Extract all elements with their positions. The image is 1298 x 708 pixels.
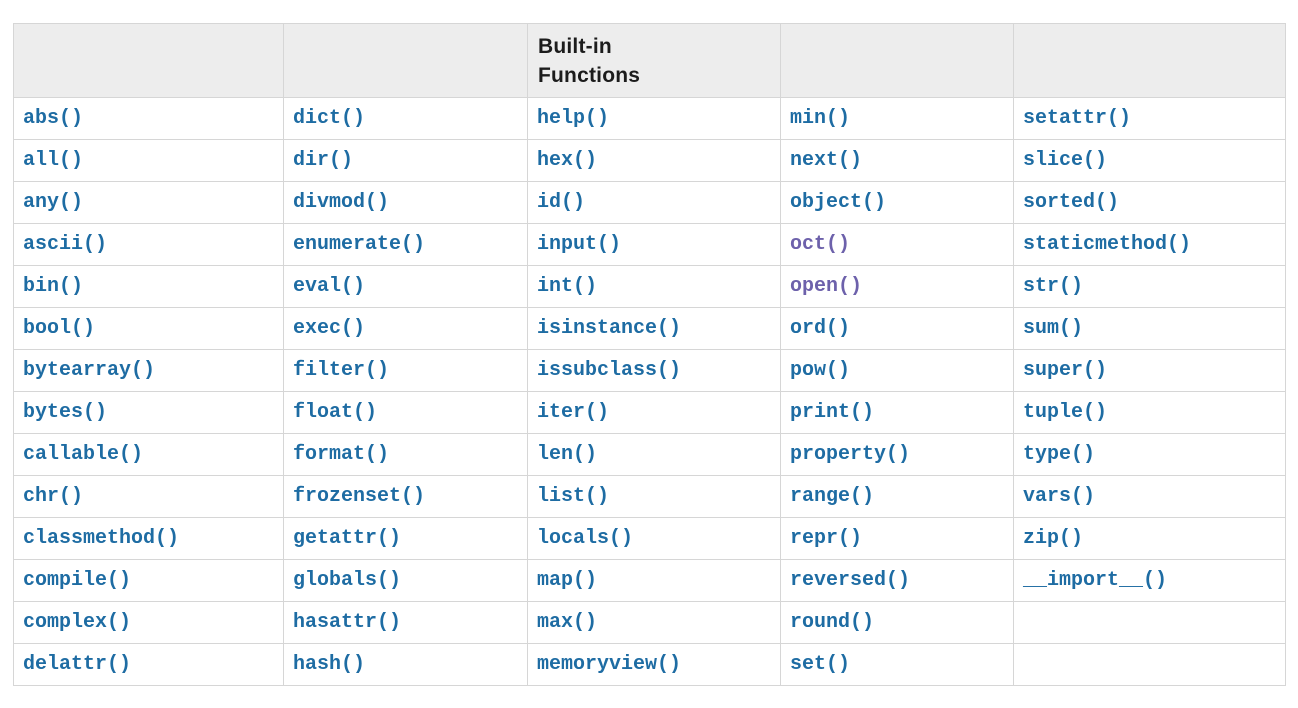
empty-cell [1013,601,1286,644]
table-row: any() divmod() id() object() sorted() [13,181,1286,224]
function-link[interactable]: callable() [23,443,144,466]
builtin-functions-table: Built-in Functions abs() dict() help() m… [13,23,1286,686]
function-link[interactable]: int() [537,275,598,298]
function-link[interactable]: chr() [23,485,84,508]
function-link[interactable]: bin() [23,275,84,298]
function-link[interactable]: complex() [23,611,132,634]
function-link[interactable]: enumerate() [293,233,426,256]
table-row: bytes() float() iter() print() tuple() [13,391,1286,434]
function-link[interactable]: frozenset() [293,485,426,508]
function-link[interactable]: max() [537,611,598,634]
function-link[interactable]: dir() [293,149,354,172]
table-row: bool() exec() isinstance() ord() sum() [13,307,1286,350]
table-row: delattr() hash() memoryview() set() [13,643,1286,686]
function-link[interactable]: getattr() [293,527,402,550]
function-link[interactable]: ord() [790,317,851,340]
table-row: compile() globals() map() reversed() __i… [13,559,1286,602]
function-link[interactable]: hash() [293,653,366,676]
function-link-visited[interactable]: open() [790,275,863,298]
function-link[interactable]: sum() [1023,317,1084,340]
function-link[interactable]: help() [537,107,610,130]
function-link[interactable]: isinstance() [537,317,682,340]
function-link[interactable]: divmod() [293,191,390,214]
function-link[interactable]: next() [790,149,863,172]
function-link[interactable]: classmethod() [23,527,180,550]
function-link[interactable]: list() [537,485,610,508]
function-link[interactable]: eval() [293,275,366,298]
function-link[interactable]: any() [23,191,84,214]
table-row: bin() eval() int() open() str() [13,265,1286,308]
function-link[interactable]: exec() [293,317,366,340]
header-cell-empty [780,23,1014,98]
header-cell-empty [1013,23,1286,98]
function-link[interactable]: locals() [537,527,634,550]
function-link[interactable]: map() [537,569,598,592]
function-link[interactable]: globals() [293,569,402,592]
function-link[interactable]: range() [790,485,875,508]
function-link[interactable]: type() [1023,443,1096,466]
function-link[interactable]: round() [790,611,875,634]
function-link[interactable]: tuple() [1023,401,1108,424]
function-link[interactable]: iter() [537,401,610,424]
function-link[interactable]: object() [790,191,887,214]
function-link[interactable]: abs() [23,107,84,130]
function-link[interactable]: zip() [1023,527,1084,550]
function-link[interactable]: reversed() [790,569,911,592]
function-link[interactable]: hasattr() [293,611,402,634]
function-link[interactable]: min() [790,107,851,130]
function-link[interactable]: property() [790,443,911,466]
function-link[interactable]: ascii() [23,233,108,256]
table-header-row: Built-in Functions [13,23,1286,98]
header-cell-title: Built-in Functions [527,23,781,98]
function-link[interactable]: pow() [790,359,851,382]
table-row: ascii() enumerate() input() oct() static… [13,223,1286,266]
function-link[interactable]: __import__() [1023,569,1168,592]
function-link[interactable]: print() [790,401,875,424]
header-cell-empty [13,23,284,98]
function-link[interactable]: sorted() [1023,191,1120,214]
function-link[interactable]: setattr() [1023,107,1132,130]
table-row: chr() frozenset() list() range() vars() [13,475,1286,518]
table-title: Built-in Functions [538,34,641,87]
table-row: bytearray() filter() issubclass() pow() … [13,349,1286,392]
function-link[interactable]: all() [23,149,84,172]
function-link[interactable]: format() [293,443,390,466]
function-link[interactable]: dict() [293,107,366,130]
function-link[interactable]: hex() [537,149,598,172]
table-row: callable() format() len() property() typ… [13,433,1286,476]
function-link[interactable]: memoryview() [537,653,682,676]
function-link[interactable]: set() [790,653,851,676]
function-link[interactable]: slice() [1023,149,1108,172]
function-link[interactable]: vars() [1023,485,1096,508]
empty-cell [1013,643,1286,686]
function-link[interactable]: float() [293,401,378,424]
function-link[interactable]: compile() [23,569,132,592]
function-link[interactable]: issubclass() [537,359,682,382]
function-link[interactable]: len() [537,443,598,466]
header-cell-empty [283,23,528,98]
table-row: complex() hasattr() max() round() [13,601,1286,644]
function-link[interactable]: staticmethod() [1023,233,1192,256]
function-link[interactable]: bytes() [23,401,108,424]
function-link[interactable]: repr() [790,527,863,550]
function-link[interactable]: super() [1023,359,1108,382]
function-link[interactable]: input() [537,233,622,256]
function-link-visited[interactable]: oct() [790,233,851,256]
function-link[interactable]: delattr() [23,653,132,676]
function-link[interactable]: bytearray() [23,359,156,382]
function-link[interactable]: str() [1023,275,1084,298]
table-row: classmethod() getattr() locals() repr() … [13,517,1286,560]
function-link[interactable]: filter() [293,359,390,382]
table-row: abs() dict() help() min() setattr() [13,97,1286,140]
function-link[interactable]: id() [537,191,586,214]
function-link[interactable]: bool() [23,317,96,340]
table-row: all() dir() hex() next() slice() [13,139,1286,182]
